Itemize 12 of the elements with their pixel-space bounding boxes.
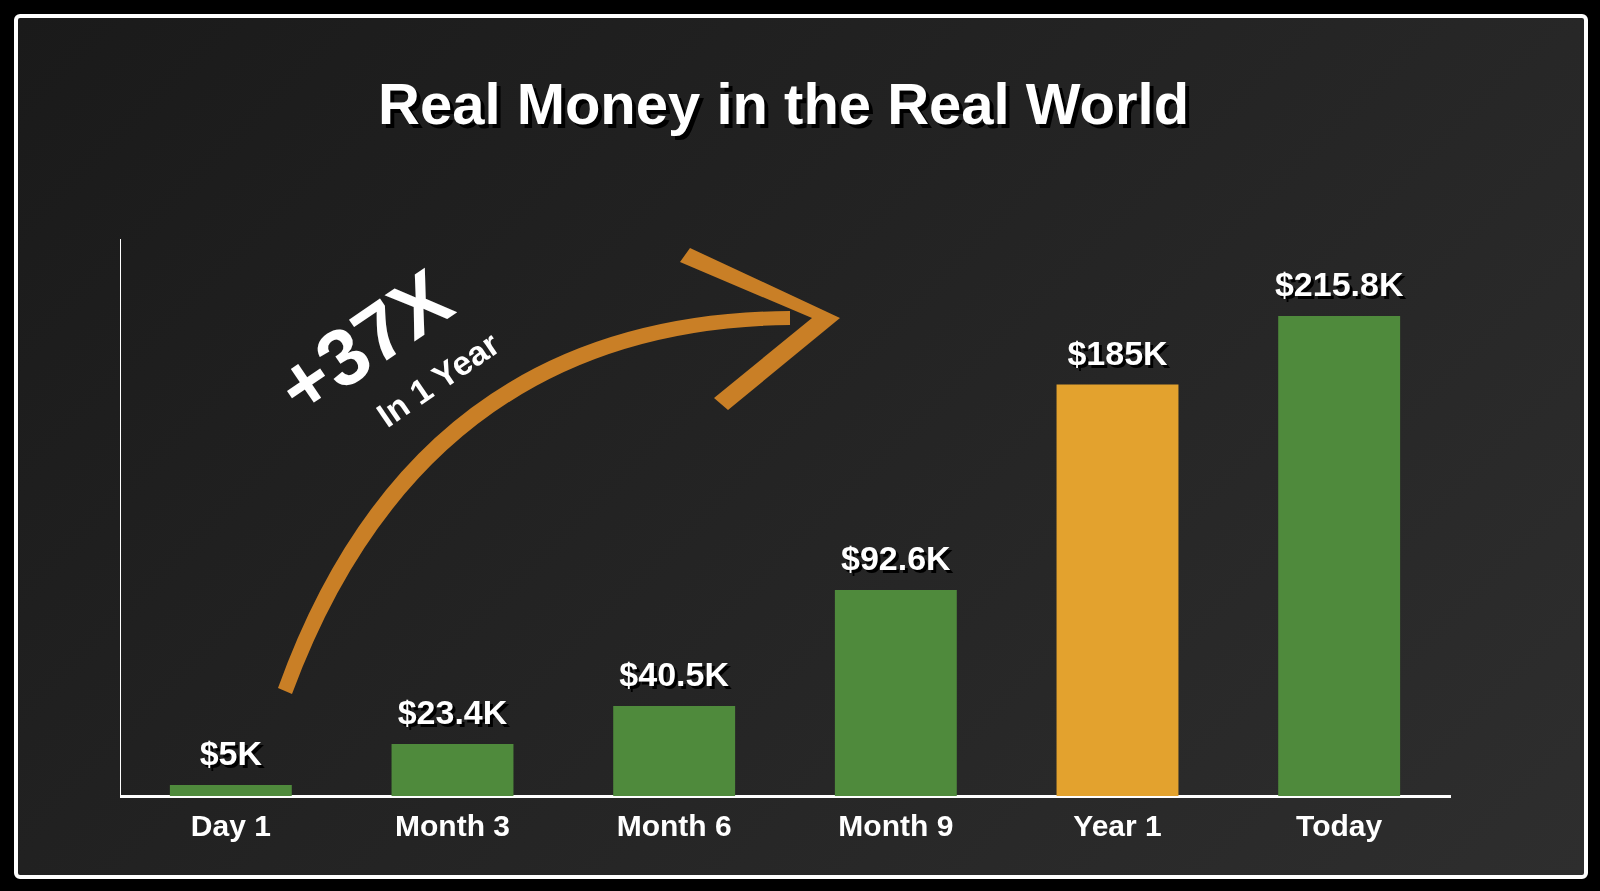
data-label: $40.5K	[622, 658, 733, 697]
x-tick-label: Month 3	[395, 809, 510, 843]
chart-title: Real Money in the Real World	[378, 70, 1190, 137]
data-label: $23.4K	[400, 696, 511, 735]
x-tick-label: Month 9	[838, 809, 954, 843]
x-tick-label: Day 1	[190, 809, 271, 843]
x-tick-label: Today	[1296, 809, 1383, 843]
data-label: $5K	[202, 737, 266, 776]
data-label: $185K	[1070, 336, 1172, 375]
data-label: $215.8K	[1277, 268, 1407, 307]
x-tick-label: Month 6	[616, 809, 732, 843]
x-tick-label: Year 1	[1073, 809, 1162, 843]
